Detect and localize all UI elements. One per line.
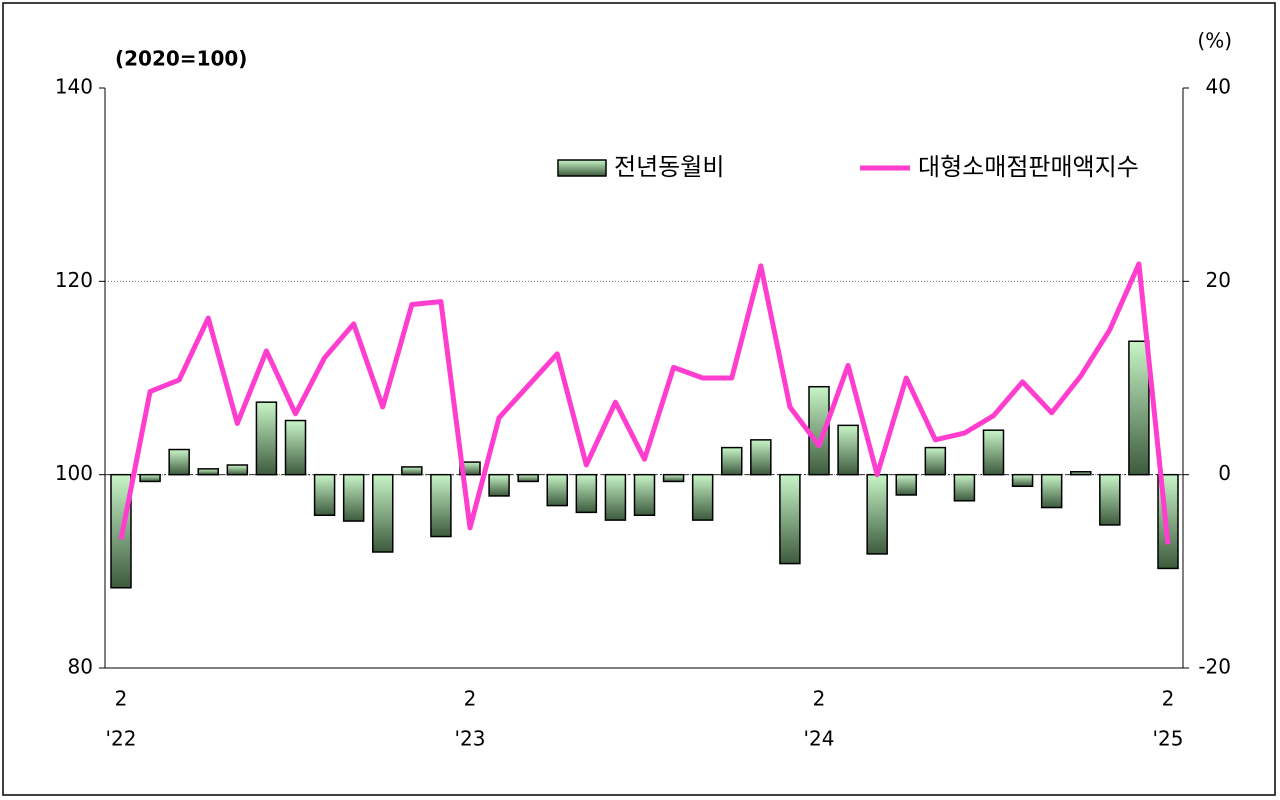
bar xyxy=(721,446,743,476)
bar xyxy=(546,473,568,507)
bar xyxy=(837,424,859,476)
y-tick-label: 140 xyxy=(55,75,93,99)
bar xyxy=(401,466,423,476)
y2-tick-label: 0 xyxy=(1218,461,1231,485)
line xyxy=(118,261,1171,545)
bar xyxy=(895,473,917,496)
y-tick-label: 80 xyxy=(68,655,93,679)
bar xyxy=(924,446,947,476)
bar xyxy=(691,473,714,521)
y-tick-label: 100 xyxy=(55,461,93,485)
right-axis-label: (%) xyxy=(1197,29,1232,53)
bar xyxy=(1070,471,1092,476)
bar xyxy=(1040,473,1063,509)
bar xyxy=(168,448,190,476)
bar xyxy=(313,473,336,517)
bar xyxy=(575,473,598,514)
bar xyxy=(226,464,249,476)
x-tick-label: 2 xyxy=(813,687,826,711)
bar xyxy=(866,473,888,555)
bar xyxy=(662,473,685,483)
legend-label: 전년동월비 xyxy=(614,153,724,181)
bar xyxy=(430,473,452,538)
bar xyxy=(255,401,278,476)
bar xyxy=(197,468,219,476)
legend-swatch xyxy=(557,159,607,177)
x-tick-label: 2 xyxy=(1162,687,1175,711)
bar xyxy=(604,473,627,521)
y2-tick-label: 40 xyxy=(1206,75,1231,99)
bar xyxy=(488,473,510,497)
y-tick-label: 120 xyxy=(55,268,93,292)
bar xyxy=(1099,473,1121,526)
bar xyxy=(750,439,772,476)
bar xyxy=(1128,340,1150,476)
bar xyxy=(517,473,539,483)
legend-label: 대형소매점판매액지수 xyxy=(918,153,1139,181)
y2-tick-label: 20 xyxy=(1206,268,1231,292)
bar xyxy=(633,473,656,517)
bar xyxy=(342,473,365,522)
x-year-label: '24 xyxy=(804,727,835,751)
left-axis-label: (2020=100) xyxy=(115,47,247,71)
x-year-label: '22 xyxy=(106,727,137,751)
x-tick-label: 2 xyxy=(115,687,128,711)
x-year-label: '25 xyxy=(1153,727,1184,751)
y2-tick-label: -20 xyxy=(1198,655,1231,679)
bar xyxy=(953,473,976,502)
x-tick-label: 2 xyxy=(464,687,477,711)
bar xyxy=(284,419,307,476)
bar xyxy=(982,429,1005,476)
bar xyxy=(139,473,161,483)
bar xyxy=(1011,473,1034,488)
bar xyxy=(372,473,394,553)
x-year-label: '23 xyxy=(455,727,486,751)
bar xyxy=(779,473,801,565)
